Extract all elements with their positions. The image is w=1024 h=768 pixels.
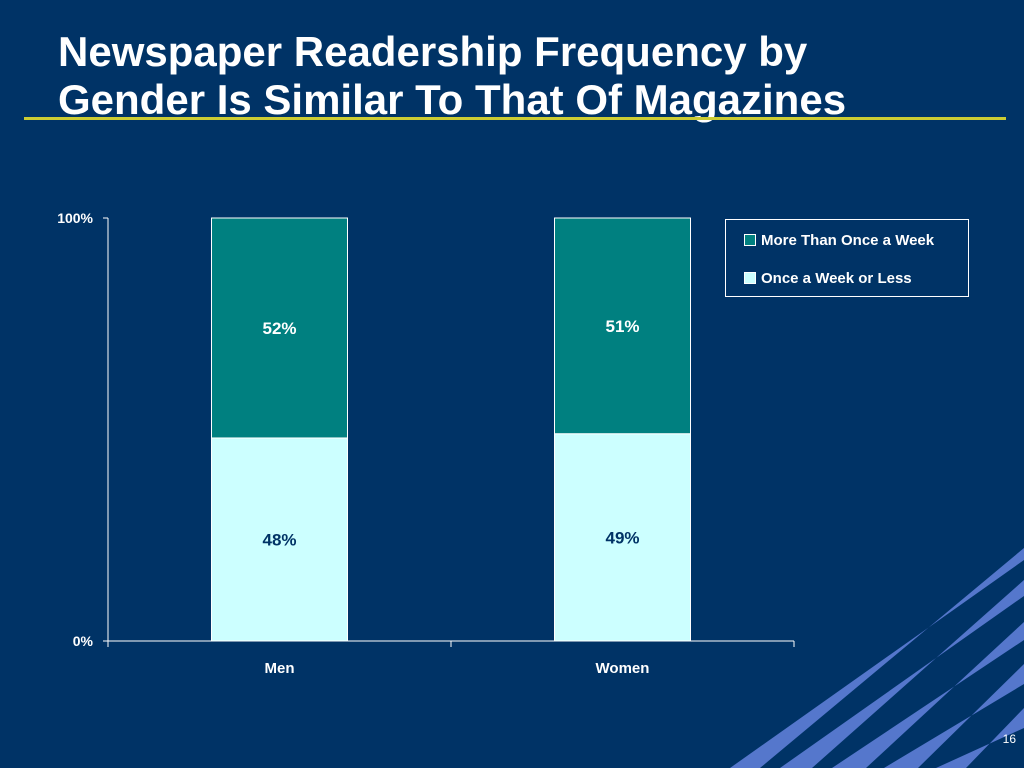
- title-underline: [24, 117, 1006, 120]
- chart-legend: More Than Once a Week Once a Week or Les…: [725, 219, 969, 297]
- y-tick-label: 100%: [57, 210, 93, 226]
- bar-women-once-a-week-or-less: [554, 433, 691, 642]
- bar-women-more-than-once-a-week: [554, 217, 691, 435]
- legend-label-once-a-week-or-less: Once a Week or Less: [761, 270, 912, 287]
- legend-swatch-more-than-once-a-week: [744, 234, 756, 247]
- legend-label-more-than-once-a-week: More Than Once a Week: [761, 232, 935, 249]
- y-tick-label: 0%: [73, 633, 94, 649]
- legend-item-once-a-week-or-less: Once a Week or Less: [744, 270, 912, 288]
- data-label-women-once-a-week-or-less: 49%: [605, 528, 639, 547]
- slide-title: Newspaper Readership Frequency by Gender…: [58, 28, 988, 124]
- slide-title-line-2: Gender Is Similar To That Of Magazines: [58, 76, 847, 123]
- legend-item-more-than-once-a-week: More Than Once a Week: [744, 232, 934, 250]
- slide-title-line-1: Newspaper Readership Frequency by: [58, 28, 808, 75]
- data-label-women-more-than-once-a-week: 51%: [605, 317, 639, 336]
- legend-swatch-once-a-week-or-less: [744, 272, 756, 285]
- bar-men-more-than-once-a-week: [211, 217, 348, 439]
- data-label-men-once-a-week-or-less: 48%: [262, 530, 296, 549]
- data-label-men-more-than-once-a-week: 52%: [262, 319, 296, 338]
- x-category-label-men: Men: [265, 660, 295, 677]
- bar-men-once-a-week-or-less: [211, 437, 348, 642]
- x-category-label-women: Women: [596, 660, 650, 677]
- page-number: 16: [1002, 732, 1016, 746]
